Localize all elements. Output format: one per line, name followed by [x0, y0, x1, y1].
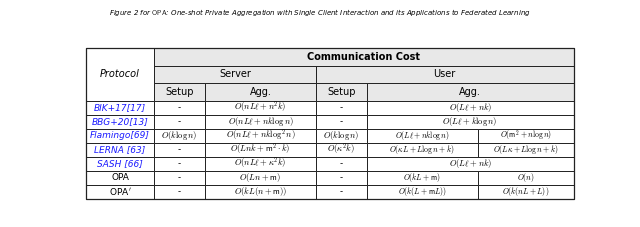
Text: -: -	[178, 145, 181, 154]
Text: Server: Server	[219, 69, 251, 79]
Text: $O(L\ell + nk\log n)$: $O(L\ell + nk\log n)$	[395, 129, 450, 142]
Bar	[316, 143, 367, 157]
Bar	[154, 83, 205, 101]
Text: $O(L\ell + nk)$: $O(L\ell + nk)$	[449, 157, 492, 170]
Text: OPA: OPA	[111, 173, 129, 182]
Bar	[154, 143, 205, 157]
Text: $O(\kappa L + L\log n + k)$: $O(\kappa L + L\log n + k)$	[389, 143, 455, 156]
Text: $O(\kappa^2 k)$: $O(\kappa^2 k)$	[327, 142, 355, 157]
Bar	[86, 143, 154, 157]
Bar	[205, 129, 316, 143]
Bar	[316, 170, 367, 185]
Text: -: -	[340, 103, 343, 112]
Bar	[86, 185, 154, 199]
Bar	[367, 170, 477, 185]
Text: LERNA [63]: LERNA [63]	[95, 145, 146, 154]
Text: -: -	[178, 117, 181, 126]
Bar	[154, 101, 205, 115]
Bar	[367, 157, 573, 170]
Text: -: -	[340, 159, 343, 168]
Text: $O(k\log n)$: $O(k\log n)$	[161, 129, 198, 142]
Bar	[154, 185, 205, 199]
Text: -: -	[178, 159, 181, 168]
Text: $O(nL\ell + nk\log^2 n)$: $O(nL\ell + nk\log^2 n)$	[226, 128, 295, 143]
Bar	[86, 101, 154, 115]
Text: Setup: Setup	[165, 87, 194, 97]
Bar	[205, 170, 316, 185]
Bar	[367, 185, 477, 199]
Bar	[154, 115, 205, 129]
Bar	[367, 83, 573, 101]
Text: $O(k\log n)$: $O(k\log n)$	[323, 129, 360, 142]
Text: $O(k(L + \mathsf{m}L))$: $O(k(L + \mathsf{m}L))$	[398, 185, 447, 198]
Bar	[316, 115, 367, 129]
Text: -: -	[178, 173, 181, 182]
Text: $O(nL\ell + n^2k)$: $O(nL\ell + n^2k)$	[234, 100, 287, 115]
Bar	[316, 66, 573, 83]
Bar	[367, 115, 573, 129]
Text: Communication Cost: Communication Cost	[307, 52, 420, 62]
Text: OPA$'$: OPA$'$	[109, 186, 131, 197]
Text: Figure 2 for $\mathsf{OPA}$: One-shot Private Aggregation with Single Client Int: Figure 2 for $\mathsf{OPA}$: One-shot Pr…	[109, 7, 531, 18]
Text: User: User	[433, 69, 456, 79]
Text: Setup: Setup	[327, 87, 356, 97]
Text: $O(\mathsf{m}^2 + n\log n)$: $O(\mathsf{m}^2 + n\log n)$	[500, 128, 552, 143]
Text: $O(n)$: $O(n)$	[516, 171, 534, 184]
Bar	[154, 66, 316, 83]
Text: Flamingo[69]: Flamingo[69]	[90, 131, 150, 140]
Bar	[205, 115, 316, 129]
Bar	[316, 157, 367, 170]
Bar	[367, 101, 573, 115]
Bar	[367, 129, 477, 143]
Bar	[205, 157, 316, 170]
Bar	[316, 129, 367, 143]
Text: -: -	[340, 187, 343, 196]
Bar	[154, 157, 205, 170]
Text: $O(nL\ell + nk\log n)$: $O(nL\ell + nk\log n)$	[228, 115, 293, 128]
Text: -: -	[178, 187, 181, 196]
Bar	[86, 157, 154, 170]
Text: -: -	[340, 117, 343, 126]
Text: SASH [66]: SASH [66]	[97, 159, 143, 168]
Text: $O(Lnk + \mathsf{m}^2 \cdot k)$: $O(Lnk + \mathsf{m}^2 \cdot k)$	[230, 142, 291, 157]
Text: BIK+17[17]: BIK+17[17]	[94, 103, 146, 112]
Bar	[477, 129, 573, 143]
Bar	[205, 101, 316, 115]
Text: -: -	[178, 103, 181, 112]
Text: $O(Ln + \mathsf{m})$: $O(Ln + \mathsf{m})$	[239, 171, 282, 184]
Bar	[205, 143, 316, 157]
Text: $O(kL(n + \mathsf{m}))$: $O(kL(n + \mathsf{m}))$	[234, 185, 287, 198]
Text: $O(L\ell + nk)$: $O(L\ell + nk)$	[449, 101, 492, 114]
Bar	[205, 185, 316, 199]
Text: $O(k(nL + L))$: $O(k(nL + L))$	[502, 185, 549, 198]
Text: Agg.: Agg.	[250, 87, 271, 97]
Bar	[86, 48, 573, 199]
Text: -: -	[340, 173, 343, 182]
Text: $O(kL + \mathsf{m})$: $O(kL + \mathsf{m})$	[403, 171, 441, 184]
Text: Agg.: Agg.	[459, 87, 481, 97]
Text: $O(L\kappa + L\log n + k)$: $O(L\kappa + L\log n + k)$	[493, 143, 558, 156]
Bar	[86, 129, 154, 143]
Bar	[154, 129, 205, 143]
Text: Protocol: Protocol	[100, 69, 140, 79]
Bar	[86, 115, 154, 129]
Bar	[477, 185, 573, 199]
Bar	[86, 48, 154, 101]
Bar	[477, 170, 573, 185]
Bar	[154, 170, 205, 185]
Bar	[205, 83, 316, 101]
Bar	[316, 185, 367, 199]
Bar	[316, 101, 367, 115]
Text: $O(L\ell + k\log n)$: $O(L\ell + k\log n)$	[442, 115, 498, 128]
Bar	[154, 48, 573, 66]
Bar	[316, 83, 367, 101]
Bar	[477, 143, 573, 157]
Bar	[86, 170, 154, 185]
Bar	[367, 143, 477, 157]
Text: BBG+20[13]: BBG+20[13]	[92, 117, 148, 126]
Text: $O(nL\ell + \kappa^2 k)$: $O(nL\ell + \kappa^2 k)$	[234, 156, 287, 171]
